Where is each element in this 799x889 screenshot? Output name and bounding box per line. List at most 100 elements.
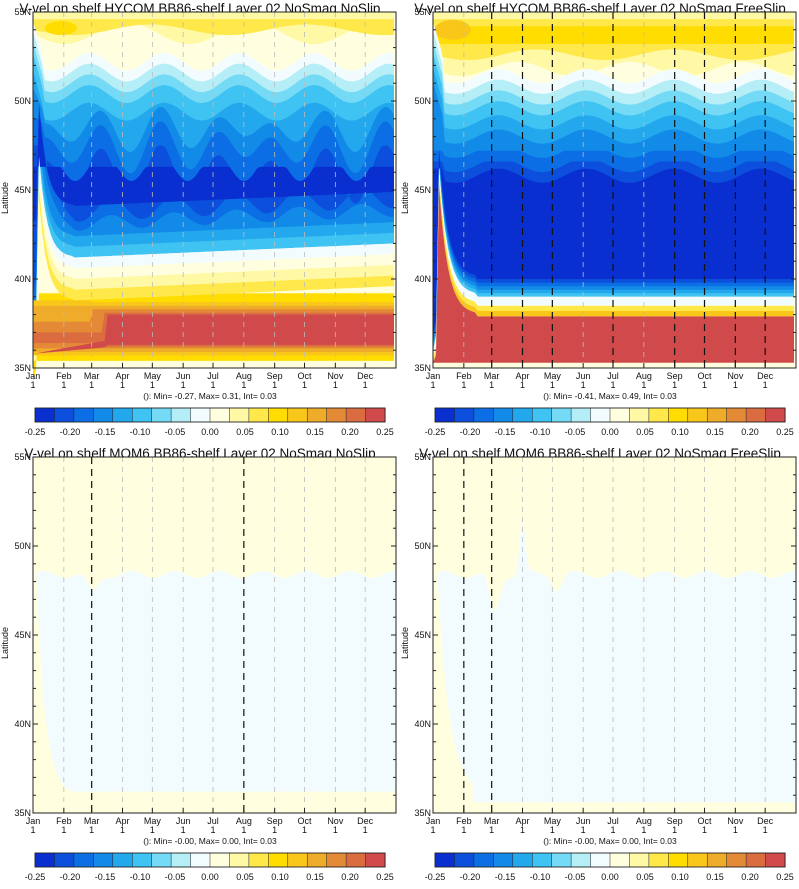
colorbar-cell (668, 852, 689, 868)
colorbar-cell (34, 407, 55, 423)
colorbar-cell (531, 407, 553, 423)
colorbar-cell (170, 852, 192, 868)
panel-hycom-noslip: V-vel on shelf HYCOM BB86-shelf Layer 02… (0, 0, 399, 444)
colorbar-cell (287, 852, 308, 868)
colorbar-label: 0.15 (706, 872, 724, 882)
colorbar-cell (229, 407, 250, 423)
colorbar-label: -0.05 (165, 872, 186, 882)
stats-label: (): Min= -0.00, Max= 0.00, Int= 0.03 (543, 836, 677, 846)
x-tick-day: 1 (333, 380, 338, 390)
x-tick-day: 1 (461, 825, 466, 835)
colorbar-label: 0.20 (341, 427, 359, 437)
colorbar-cell (268, 852, 289, 868)
contour-band (33, 20, 394, 82)
colorbar-cell (512, 407, 533, 423)
colorbar-label: 0.10 (671, 427, 689, 437)
colorbar-cell (268, 407, 289, 423)
colorbar-label: -0.25 (25, 872, 46, 882)
x-tick-label: Feb (56, 816, 72, 826)
colorbar-label: 0.10 (271, 427, 289, 437)
stats-label: (): Min= -0.00, Max= 0.00, Int= 0.03 (143, 836, 277, 846)
x-tick-label: Aug (236, 371, 252, 381)
panel-mom6-noslip: V-vel on shelf MOM6 BB86-shelf Layer 02 … (0, 445, 399, 889)
x-tick-day: 1 (211, 380, 216, 390)
x-tick-day: 1 (363, 825, 368, 835)
x-tick-label: Feb (456, 371, 472, 381)
colorbar-label: 0.00 (201, 427, 219, 437)
y-axis-label: Latitude (400, 182, 410, 214)
colorbar-cell (493, 407, 514, 423)
x-tick-label: Jun (176, 371, 191, 381)
x-tick-day: 1 (763, 825, 768, 835)
x-tick-day: 1 (363, 380, 368, 390)
x-tick-day: 1 (702, 380, 707, 390)
colorbar-cell (629, 407, 650, 423)
colorbar-label: -0.25 (25, 427, 46, 437)
colorbar-label: -0.20 (460, 872, 481, 882)
x-tick-label: Dec (357, 371, 374, 381)
colorbar-cell (765, 852, 786, 868)
contour-band (33, 105, 394, 222)
contour-band (433, 474, 473, 813)
x-tick-label: Mar (484, 371, 500, 381)
colorbar-label: 0.20 (341, 872, 359, 882)
contour-band (33, 19, 394, 36)
colorbar-cell (687, 407, 708, 423)
y-axis-label: Latitude (400, 627, 410, 659)
y-tick-label: 50N (14, 96, 31, 106)
contour-band (434, 19, 471, 40)
x-tick-day: 1 (241, 825, 246, 835)
colorbar-label: -0.20 (60, 872, 81, 882)
colorbar-cell (551, 852, 572, 868)
colorbar-cell (609, 852, 630, 868)
y-axis-label: Latitude (0, 627, 10, 659)
colorbar-cell (454, 852, 475, 868)
y-tick-label: 45N (14, 185, 31, 195)
colorbar-label: 0.20 (741, 872, 759, 882)
x-tick-label: Sep (667, 816, 683, 826)
x-tick-day: 1 (61, 825, 66, 835)
x-tick-label: May (544, 371, 562, 381)
colorbar-cell (434, 407, 455, 423)
y-tick-label: 45N (414, 185, 431, 195)
colorbar-cell (190, 407, 211, 423)
colorbar-label: 0.15 (306, 872, 324, 882)
x-tick-label: Mar (84, 816, 100, 826)
x-tick-label: Jan (26, 371, 41, 381)
x-tick-day: 1 (489, 825, 494, 835)
colorbar-label: 0.25 (776, 427, 794, 437)
colorbar-label: 0.05 (636, 872, 654, 882)
x-tick-label: Jan (426, 816, 441, 826)
colorbar-cell (726, 407, 747, 423)
x-tick-day: 1 (211, 825, 216, 835)
x-tick-day: 1 (181, 825, 186, 835)
colorbar-cell (131, 407, 153, 423)
contour-band (33, 570, 395, 805)
colorbar-cell (248, 852, 269, 868)
heatmap-svg: 35N40N45N50N55NJan1Feb1Mar1Apr1May1Jun1J… (400, 7, 797, 437)
y-axis-label: Latitude (0, 182, 10, 214)
colorbar-cell (112, 852, 133, 868)
x-tick-day: 1 (302, 825, 307, 835)
colorbar-label: -0.15 (95, 872, 116, 882)
colorbar-label: 0.15 (306, 427, 324, 437)
x-tick-label: Nov (727, 371, 744, 381)
colorbar-cell (473, 852, 494, 868)
x-tick-day: 1 (733, 380, 738, 390)
x-tick-day: 1 (702, 825, 707, 835)
colorbar-label: -0.15 (495, 427, 516, 437)
colorbar-label: -0.10 (530, 427, 551, 437)
x-tick-label: Feb (456, 816, 472, 826)
colorbar-cell (345, 407, 367, 423)
x-tick-day: 1 (272, 825, 277, 835)
colorbar-cell (73, 407, 94, 423)
colorbar-cell (648, 852, 669, 868)
colorbar-cell (590, 852, 611, 868)
colorbar-cell (151, 407, 172, 423)
colorbar-cell (93, 852, 114, 868)
colorbar-label: -0.10 (130, 427, 151, 437)
stats-label: (): Min= -0.41, Max= 0.49, Int= 0.03 (543, 391, 677, 401)
contour-band (33, 188, 394, 372)
x-tick-label: Sep (267, 816, 283, 826)
contour-band (33, 474, 73, 813)
